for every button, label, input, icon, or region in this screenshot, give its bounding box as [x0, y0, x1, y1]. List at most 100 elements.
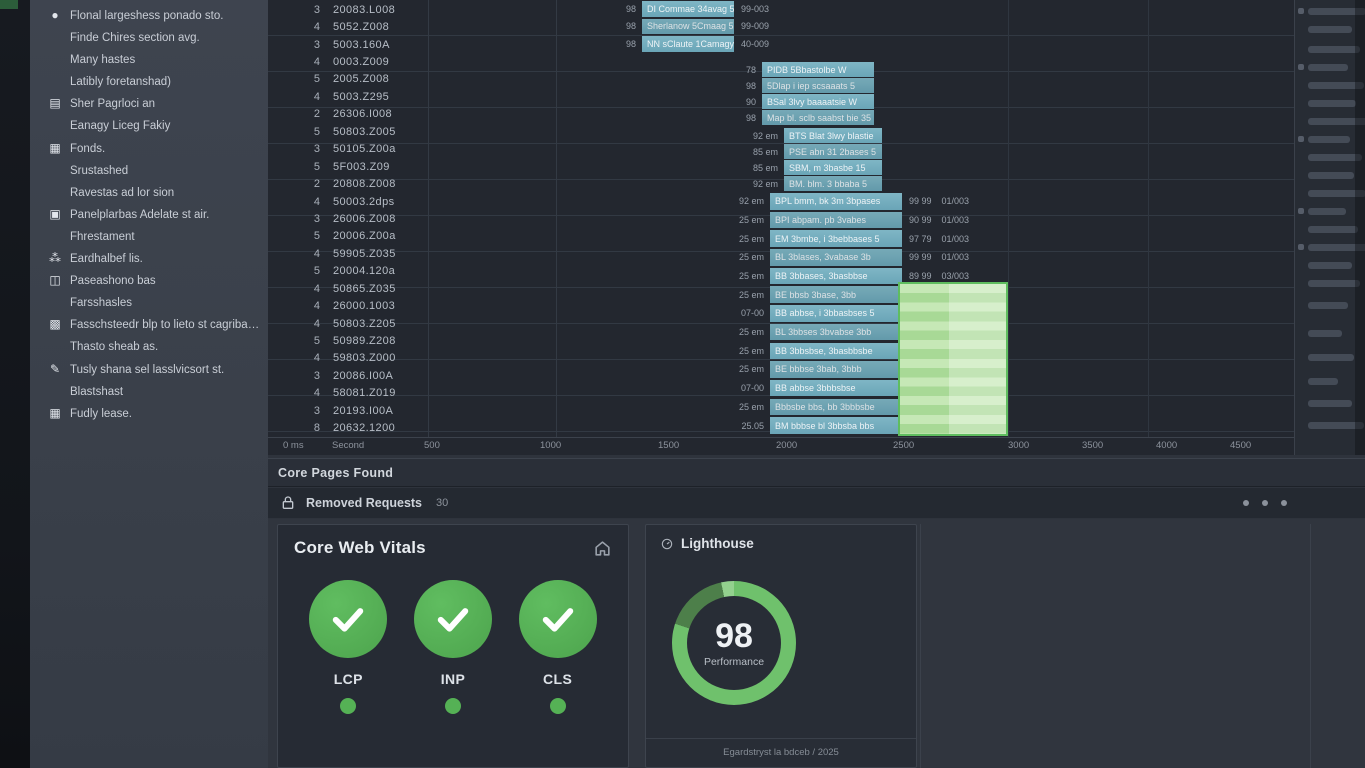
request-bar[interactable]: DI Commae 34avag 5 — [642, 1, 734, 17]
table-row[interactable]: 3 50105.Z00a — [268, 141, 558, 158]
table-row[interactable]: 4 5003.Z295 — [268, 88, 558, 105]
sidebar-item[interactable]: ✎ Tusly shana sel lasslvicsort st. — [30, 359, 268, 381]
request-bar[interactable]: 5Dlap i iep scsaaats 5 — [762, 78, 874, 93]
table-row[interactable]: 3 20086.I00A — [268, 367, 558, 384]
sidebar-item[interactable]: Blastshast — [30, 381, 268, 403]
sidebar-item[interactable]: ▤ Sher Pagrloci an — [30, 93, 268, 115]
request-bar[interactable]: BE bbsb 3base, 3bb — [770, 286, 902, 303]
pass-check-icon — [413, 580, 492, 658]
sidebar-item-label: Eardhalbef lis. — [70, 253, 143, 266]
removed-requests-row[interactable]: Removed Requests 30 — [268, 488, 1365, 518]
table-row[interactable]: 4 26000.1003 — [268, 297, 558, 314]
sidebar-item-label: Fonds. — [70, 142, 106, 155]
table-row[interactable]: 4 5052.Z008 — [268, 18, 558, 35]
sidebar-item[interactable]: ▣ Panelplarbas Adelate st air. — [30, 204, 268, 226]
table-row[interactable]: 4 58081.Z019 — [268, 385, 558, 402]
section-title: Core Pages Found — [278, 465, 394, 480]
row-value: 20632.1200 — [333, 422, 396, 435]
table-row[interactable]: 4 0003.Z009 — [268, 53, 558, 70]
table-row[interactable]: 4 59803.Z000 — [268, 350, 558, 367]
request-bar[interactable]: BM. blm. 3 bbaba 5 — [784, 176, 882, 191]
request-bar[interactable]: BM bbbse bl 3bbsba bbs — [770, 417, 902, 434]
sidebar-item-icon: ▦ — [49, 140, 61, 155]
request-bar[interactable]: BTS Blat 3lwy blastie — [784, 128, 882, 143]
sidebar-item[interactable]: Srustashed — [30, 160, 268, 182]
waterfall-row: 25 em BE bbbse 3bab, 3bbb — [712, 361, 969, 378]
more-options-menu[interactable] — [1243, 500, 1287, 506]
sidebar-item[interactable]: ▦ Fudly lease. — [30, 403, 268, 425]
row-left-label: 98 — [745, 80, 756, 91]
request-bar[interactable]: BB abbse 3bbbsbse — [770, 379, 902, 397]
row-number: 4 — [313, 387, 320, 400]
request-bar[interactable]: BL 3bbses 3bvabse 3bb — [770, 323, 902, 341]
table-row[interactable]: 5 50803.Z005 — [268, 123, 558, 140]
row-value: 58081.Z019 — [333, 387, 396, 400]
sidebar-item[interactable]: Fhrestament — [30, 226, 268, 248]
table-row[interactable]: 3 20193.I00A — [268, 402, 558, 419]
sidebar-item[interactable]: ⁂ Eardhalbef lis. — [30, 248, 268, 270]
table-row[interactable]: 5 20006.Z00a — [268, 228, 558, 245]
table-row[interactable]: 5 2005.Z008 — [268, 71, 558, 88]
request-bar[interactable]: BB 3bbsbse, 3basbbsbe — [770, 342, 902, 359]
request-bar[interactable]: BE bbbse 3bab, 3bbb — [770, 361, 902, 378]
sidebar-item[interactable]: Thasto sheab as. — [30, 336, 268, 358]
request-bar[interactable]: BB 3bbases, 3basbbse — [770, 267, 902, 285]
table-row[interactable]: 2 20808.Z008 — [268, 175, 558, 192]
table-row[interactable]: 5 5F003.Z09 — [268, 158, 558, 175]
request-bar[interactable]: Sherlanow 5Cmaag 5 — [642, 18, 734, 34]
text-bar — [1308, 26, 1352, 33]
sidebar-item[interactable]: Many hastes — [30, 49, 268, 71]
table-row[interactable]: 3 26006.Z008 — [268, 210, 558, 227]
request-bar[interactable]: PSE abn 31 2bases 5 — [784, 144, 882, 159]
status-dot — [549, 698, 566, 714]
home-icon[interactable] — [593, 539, 612, 558]
row-metric-2: 01/003 — [941, 233, 970, 244]
request-bar[interactable]: SBM, m 3basbe 15 — [784, 160, 882, 175]
sidebar-item[interactable]: Eanagy Liceg Fakiy — [30, 115, 268, 137]
request-bar[interactable]: BB abbse, i 3bbasbses 5 — [770, 305, 902, 322]
text-bar — [1308, 280, 1360, 287]
sidebar-item[interactable]: Ravestas ad lor sion — [30, 182, 268, 204]
request-bar[interactable]: BPI abpam. pb 3vabes — [770, 211, 902, 229]
requests-table: 3 20083.L008 4 5052.Z008 3 5003.160A 4 0… — [268, 1, 558, 437]
table-row[interactable]: 2 26306.I008 — [268, 106, 558, 123]
pass-check-icon — [518, 580, 597, 658]
table-row[interactable]: 4 59905.Z035 — [268, 245, 558, 262]
text-bar — [1308, 118, 1365, 125]
sidebar-item[interactable]: ▦ Fonds. — [30, 138, 268, 160]
table-row[interactable]: 8 20632.1200 — [268, 420, 558, 437]
request-bar[interactable]: BSal 3lvy baaaatsie W — [762, 94, 874, 109]
table-row[interactable]: 5 50989.Z208 — [268, 332, 558, 349]
sidebar-item[interactable]: Latibly foretanshad) — [30, 71, 268, 93]
request-bar[interactable]: Map bl. sclb saabst bie 35 — [762, 110, 874, 125]
request-bar[interactable]: EM 3bmbe, i 3bebbases 5 — [770, 230, 902, 247]
table-row[interactable]: 3 5003.160A — [268, 36, 558, 53]
sidebar-item[interactable]: ● Flonal largeshess ponado sto. — [30, 5, 268, 27]
sidebar-item[interactable]: ◫ Paseashono bas — [30, 270, 268, 292]
row-left-label: 85 em — [752, 162, 778, 173]
request-bar[interactable]: PIDB 5Bbastolbe W — [762, 62, 874, 77]
text-bar — [1308, 244, 1365, 251]
table-row[interactable]: 4 50003.2dps — [268, 193, 558, 210]
request-bar[interactable]: BPL bmm, bk 3m 3bpases — [770, 193, 902, 210]
row-value: 5003.160A — [333, 38, 390, 51]
row-number: 4 — [313, 21, 320, 34]
table-row[interactable]: 4 50865.Z035 — [268, 280, 558, 297]
table-row[interactable]: 5 20004.120a — [268, 263, 558, 280]
sidebar-item[interactable]: Farsshasles — [30, 292, 268, 314]
waterfall-row: 85 em PSE abn 31 2bases 5 — [726, 144, 882, 159]
row-left-label: 98 — [625, 21, 636, 32]
row-metric-1: 97 79 — [909, 233, 932, 244]
waterfall-row: 25.05 BM bbbse bl 3bbsba bbs — [712, 417, 969, 434]
request-bar[interactable]: NN sClaute 1Camagy — [642, 36, 734, 52]
request-bar[interactable]: Bbbsbe bbs, bb 3bbbsbe — [770, 398, 902, 416]
table-row[interactable]: 3 20083.L008 — [268, 1, 558, 18]
waterfall-row: 92 em BM. blm. 3 bbaba 5 — [726, 176, 882, 191]
row-left-label: 25 em — [738, 214, 764, 225]
lcp-highlight-block[interactable] — [898, 282, 1008, 436]
request-bar[interactable]: BL 3blases, 3vabase 3b — [770, 249, 902, 266]
sidebar-item[interactable]: ▩ Fasschsteedr blp to lieto st cagriba… — [30, 314, 268, 336]
sidebar-item[interactable]: Finde Chires section avg. — [30, 27, 268, 49]
table-row[interactable]: 4 50803.Z205 — [268, 315, 558, 332]
row-left-label: 90 — [745, 96, 756, 107]
